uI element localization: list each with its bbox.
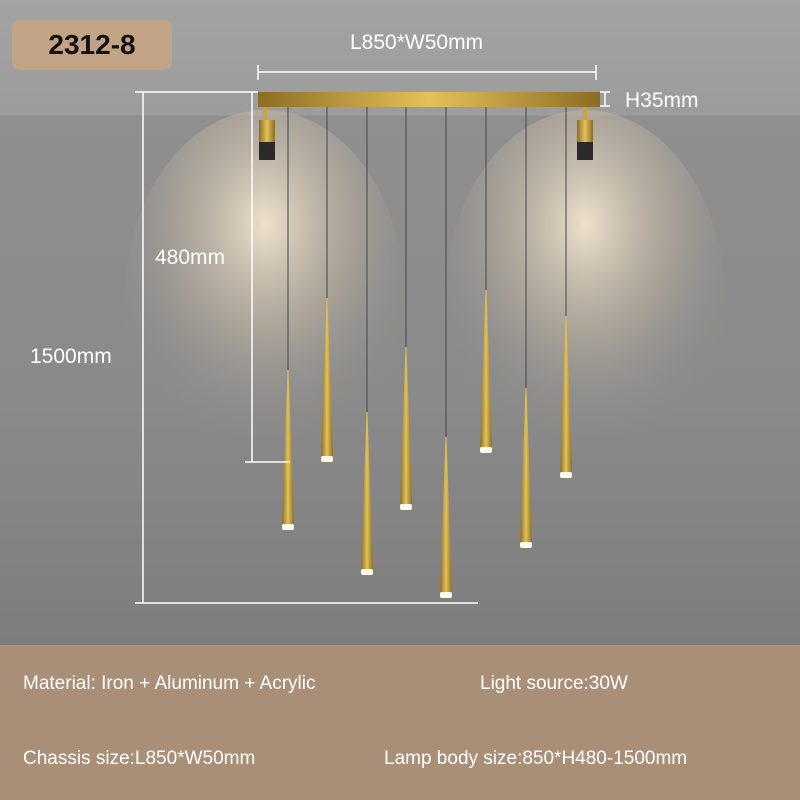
pendant-light [282,107,294,530]
spec-material: Material: Iron + Aluminum + Acrylic [23,673,316,694]
bar-height-label: H35mm [625,89,699,112]
pendant-light [520,107,532,548]
pendant-lamp-illustration [125,65,725,604]
pendant-light [480,107,492,453]
pendant-light [560,107,572,478]
ceiling-bar [258,92,600,107]
light-glow-left [125,110,405,490]
spec-lamp-body-size: Lamp body size:850*H480-1500mm [384,748,688,769]
model-number-badge: 2312-8 [12,20,172,70]
short-drop-label: 480mm [155,246,226,269]
dimension-lines [135,65,610,604]
spec-light-source: Light source:30W [480,673,628,694]
long-drop-label: 1500mm [30,345,112,368]
spotlight-right [577,107,593,160]
length-width-label: L850*W50mm [350,31,484,54]
product-photo [0,0,800,645]
pendant-light [400,107,412,510]
pendant-light [361,107,373,575]
light-glow-right [445,110,725,490]
pendant-light [321,107,333,462]
spec-band: Material: Iron + Aluminum + Acrylic Ligh… [0,645,800,800]
spec-chassis-size: Chassis size:L850*W50mm [23,748,256,769]
spotlight-left [259,107,275,160]
pendant-light [440,107,452,598]
